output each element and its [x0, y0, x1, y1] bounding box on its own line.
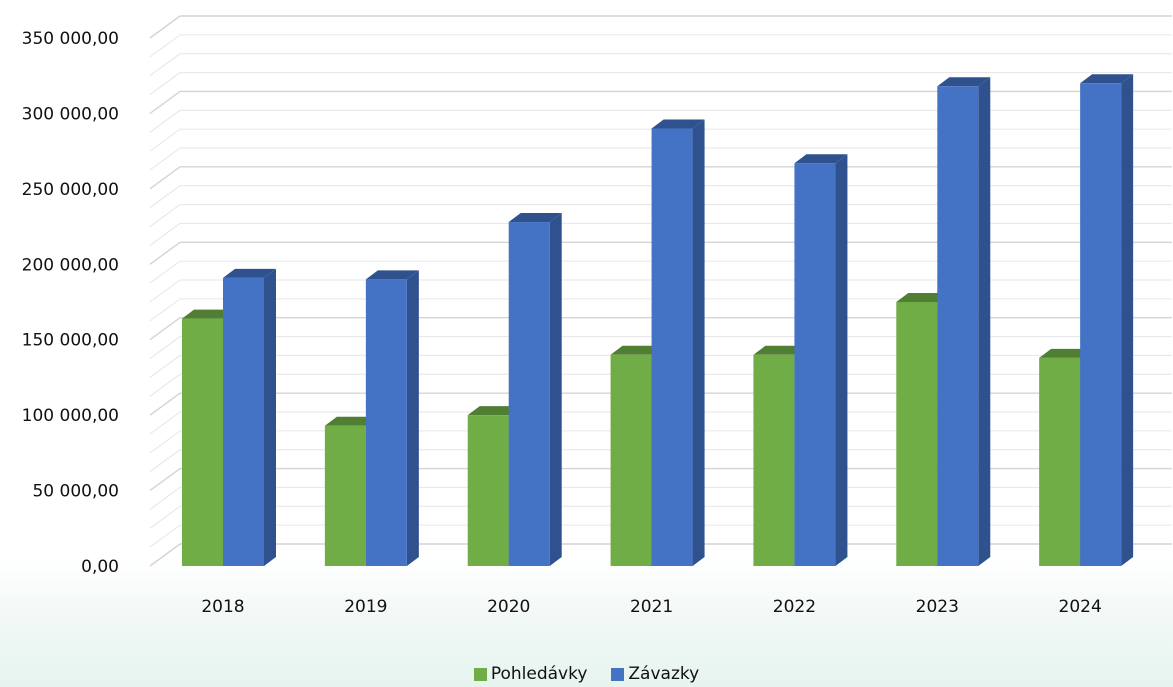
gridline-depth [149, 468, 181, 492]
legend-label-zavazky: Závazky [628, 664, 700, 684]
legend-label-pohledavky: Pohledávky [490, 664, 588, 684]
gridline-depth [149, 505, 181, 529]
bar-zvazky-2023 [937, 77, 991, 566]
gridline-depth [149, 53, 181, 77]
gridline-depth [149, 128, 181, 152]
gridline-depth [149, 298, 181, 322]
bars [182, 74, 1134, 566]
gridline-depth [149, 317, 181, 341]
gridline-depth [149, 223, 181, 246]
x-tick-label: 2019 [344, 597, 387, 617]
gridline-depth [149, 336, 181, 359]
x-axis-tick-labels: 2018 2019 2020 2021 2022 2023 2024 [201, 597, 1101, 617]
gridline-depth [149, 241, 181, 265]
x-tick-label: 2018 [201, 597, 244, 617]
legend: Pohledávky Závazky [0, 664, 1173, 684]
legend-item-zavazky: Závazky [611, 664, 699, 684]
legend-item-pohledavky: Pohledávky [473, 664, 588, 684]
gridline-depth [149, 260, 181, 284]
gridline-depth [149, 392, 181, 416]
gridline-depth [149, 355, 181, 378]
y-tick-label: 350 000,00 [22, 29, 119, 49]
gridline-depth [149, 147, 181, 171]
x-tick-label: 2023 [916, 597, 959, 617]
x-tick-label: 2021 [630, 597, 673, 617]
legend-swatch-zavazky [611, 667, 625, 681]
gridline-depth [149, 90, 181, 114]
y-tick-label: 300 000,00 [22, 104, 119, 124]
gridline-depth [149, 72, 181, 95]
x-tick-label: 2020 [487, 597, 530, 617]
y-tick-label: 50 000,00 [32, 482, 119, 502]
gridline-depth [149, 373, 181, 397]
gridline-depth [149, 524, 181, 548]
bar-zvazky-2020 [508, 213, 562, 566]
gridline-depth [149, 487, 181, 510]
gridline-depth [149, 109, 181, 133]
x-tick-label: 2024 [1059, 597, 1102, 617]
y-tick-label: 100 000,00 [22, 406, 119, 426]
bar-zvazky-2019 [365, 270, 419, 566]
bar-zvazky-2022 [794, 154, 848, 566]
gridline-depth [149, 430, 181, 454]
gridline-depth [149, 15, 181, 39]
gridline-depth [149, 204, 181, 227]
bar-chart-3d: 0,00 50 000,00 100 000,00 150 000,00 200 000… [22, 15, 1172, 617]
gridline-depth [149, 279, 181, 303]
bar-zvazky-2024 [1080, 74, 1134, 566]
gridline-depth [149, 543, 181, 567]
y-tick-label: 250 000,00 [22, 180, 119, 200]
y-axis-tick-labels: 0,00 50 000,00 100 000,00 150 000,00 200 000… [22, 29, 119, 577]
gridline-depth [149, 185, 181, 209]
y-tick-label: 200 000,00 [22, 255, 119, 275]
gridline-depth [149, 34, 181, 58]
gridline-depth [149, 449, 181, 473]
y-tick-label: 0,00 [81, 557, 119, 577]
gridline-depth [149, 411, 181, 435]
gridline-depth [149, 166, 181, 190]
y-tick-label: 150 000,00 [22, 331, 119, 351]
x-tick-label: 2022 [773, 597, 816, 617]
legend-swatch-pohledavky [473, 667, 487, 681]
bar-zvazky-2018 [223, 268, 276, 566]
bar-zvazky-2021 [651, 119, 705, 566]
